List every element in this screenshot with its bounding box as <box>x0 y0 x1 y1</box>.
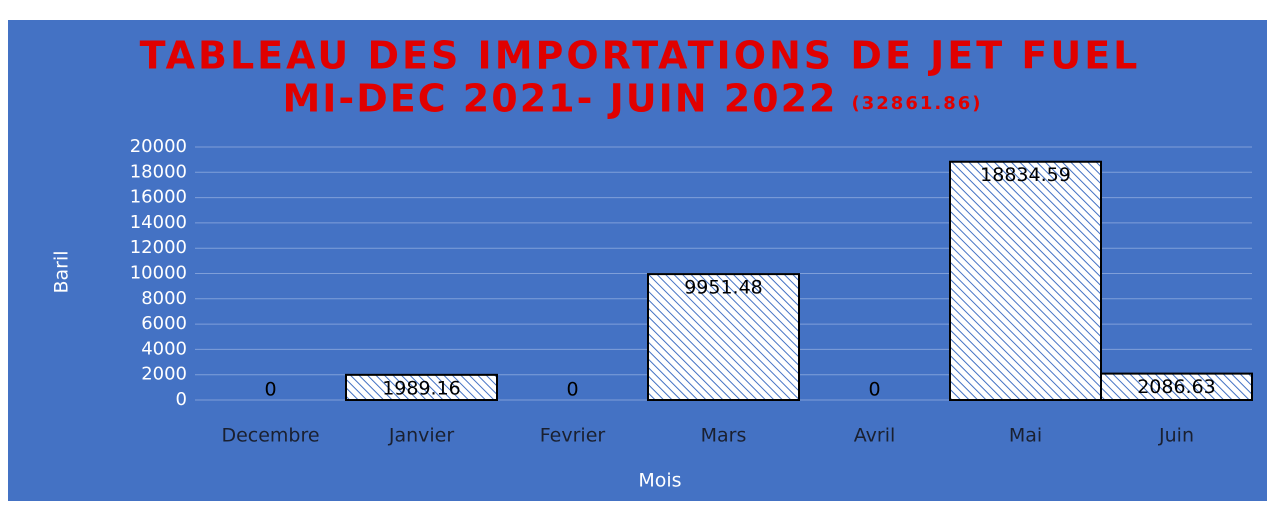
y-tick-label: 0 <box>176 389 187 410</box>
x-tick-label: Mai <box>1009 425 1042 447</box>
y-axis-label: Baril <box>51 250 73 293</box>
bar <box>949 160 1102 401</box>
title-line: MI-DEC 2021- JUIN 2022 <box>282 77 837 121</box>
data-label: 1989.16 <box>382 377 461 399</box>
y-tick-label: 8000 <box>141 288 187 309</box>
y-tick-label: 12000 <box>130 237 187 258</box>
x-tick-label: Mars <box>701 425 747 447</box>
title: TABLEAU DES IMPORTATIONS DE JET FUEL MI-… <box>140 34 1141 121</box>
y-tick-label: 16000 <box>130 187 187 208</box>
x-tick-label: Fevrier <box>540 425 606 447</box>
y-tick-label: 10000 <box>130 263 187 284</box>
y-tick-label: 20000 <box>130 136 187 157</box>
data-label: 0 <box>264 379 276 401</box>
data-label: 0 <box>566 379 578 401</box>
x-tick-label: Janvier <box>388 425 455 447</box>
x-tick-label: Decembre <box>221 425 319 447</box>
y-tick-label: 6000 <box>141 313 187 334</box>
data-label: 18834.59 <box>980 164 1071 186</box>
x-tick-label: Juin <box>1158 425 1194 447</box>
y-tick-label: 2000 <box>141 364 187 385</box>
bar <box>345 373 498 402</box>
y-tick-label: 4000 <box>141 338 187 359</box>
data-label: 2086.63 <box>1137 376 1216 398</box>
x-tick-label: Avril <box>854 425 896 447</box>
data-label: 0 <box>868 379 880 401</box>
bar <box>1100 372 1253 401</box>
data-label: 9951.48 <box>684 277 763 299</box>
x-axis-label: Mois <box>638 470 681 492</box>
y-tick-label: 14000 <box>130 212 187 233</box>
y-tick-label: 18000 <box>130 161 187 182</box>
subtitle: (32861.86) <box>852 93 983 114</box>
title-line: TABLEAU DES IMPORTATIONS DE JET FUEL <box>140 34 1141 78</box>
bar <box>647 273 800 401</box>
